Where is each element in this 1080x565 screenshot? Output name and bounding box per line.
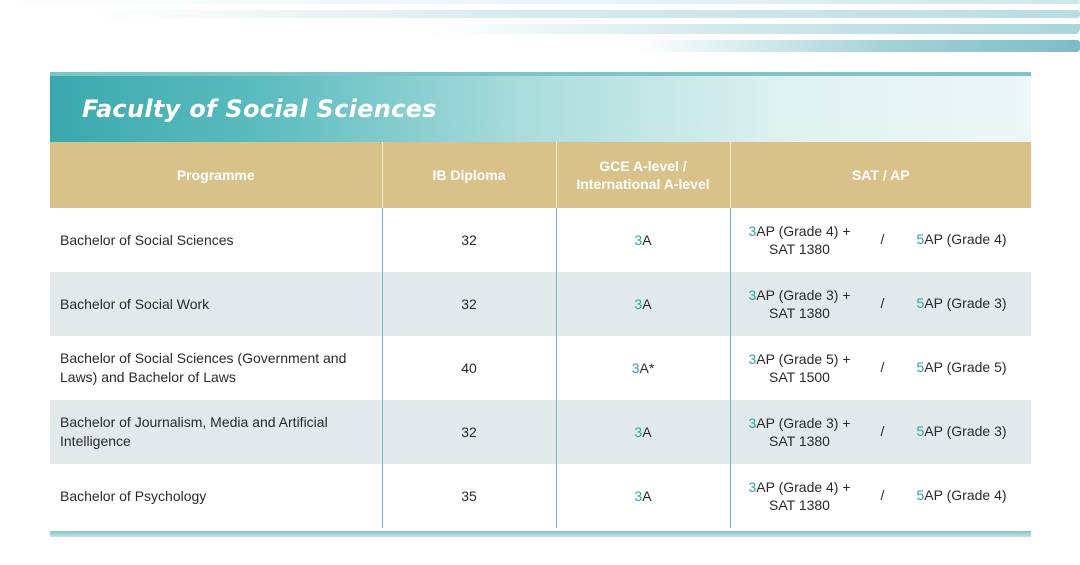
faculty-banner: Faculty of Social Sciences (50, 76, 1031, 142)
option-separator: / (880, 231, 885, 247)
ap-grade-text: AP (Grade 3) (924, 295, 1007, 311)
ap-grade-text: AP (Grade 3) (924, 423, 1007, 439)
header-programme: Programme (50, 142, 382, 208)
header-sat-ap: SAT / AP (729, 142, 1031, 208)
ap-only-option: 5AP (Grade 3) (917, 423, 1007, 439)
ap-count: 3 (748, 223, 757, 239)
ap-sat-option: 3AP (Grade 4) + SAT 1380 (731, 478, 869, 514)
gce-count: 3 (634, 232, 643, 248)
admission-requirements-panel: Faculty of Social Sciences Programme IB … (50, 72, 1031, 542)
gce-grade: A (642, 424, 652, 440)
sat-ap-requirement: 3AP (Grade 4) + SAT 1380 / 5AP (Grade 4) (729, 208, 1031, 272)
programme-name: Bachelor of Social Sciences (50, 208, 382, 272)
ap-count: 5 (916, 231, 925, 247)
option-separator: / (880, 423, 885, 439)
gce-requirement: 3A (555, 400, 730, 464)
faculty-title: Faculty of Social Sciences (82, 95, 437, 123)
sat-ap-requirement: 3AP (Grade 3) + SAT 1380 / 5AP (Grade 3) (729, 400, 1031, 464)
ap-sat-option: 3AP (Grade 3) + SAT 1380 (731, 414, 869, 450)
sat-ap-requirement: 3AP (Grade 4) + SAT 1380 / 5AP (Grade 4) (729, 464, 1031, 528)
decorative-header-streaks (0, 0, 1080, 70)
panel-top-line (50, 72, 1031, 76)
option-separator: / (880, 295, 885, 311)
programme-name: Bachelor of Social Sciences (Government … (50, 336, 382, 400)
header-ib-diploma: IB Diploma (381, 142, 556, 208)
ap-count: 3 (748, 415, 757, 431)
ap-only-option: 5AP (Grade 4) (917, 487, 1007, 503)
ap-sat-option: 3AP (Grade 4) + SAT 1380 (731, 222, 869, 258)
gce-grade: A (642, 488, 652, 504)
ap-grade-text: AP (Grade 3) + (756, 287, 851, 303)
ap-count: 3 (748, 287, 757, 303)
ap-grade-text: AP (Grade 4) + (756, 479, 851, 495)
sat-score: SAT 1500 (769, 369, 830, 385)
ap-count: 5 (916, 359, 925, 375)
ap-count: 5 (916, 487, 925, 503)
header-gce-a-level: GCE A-level / International A-level (555, 142, 730, 208)
decor-streak (640, 40, 1080, 52)
ap-sat-option: 3AP (Grade 3) + SAT 1380 (731, 286, 869, 322)
table-row: Bachelor of Journalism, Media and Artifi… (50, 400, 1031, 464)
ib-score: 40 (381, 336, 556, 400)
gce-requirement: 3A* (555, 336, 730, 400)
gce-requirement: 3A (555, 208, 730, 272)
ib-score: 32 (381, 272, 556, 336)
ap-grade-text: AP (Grade 4) (924, 487, 1007, 503)
sat-score: SAT 1380 (769, 305, 830, 321)
ap-count: 5 (916, 295, 925, 311)
table-row: Bachelor of Social Work 32 3A 3AP (Grade… (50, 272, 1031, 336)
gce-requirement: 3A (555, 272, 730, 336)
ap-grade-text: AP (Grade 4) (924, 231, 1007, 247)
gce-requirement: 3A (555, 464, 730, 528)
table-row: Bachelor of Social Sciences 32 3A 3AP (G… (50, 208, 1031, 272)
gce-count: 3 (634, 424, 643, 440)
decor-streak (0, 0, 1080, 4)
decor-streak (90, 10, 1080, 18)
sat-score: SAT 1380 (769, 497, 830, 513)
ap-only-option: 5AP (Grade 5) (917, 359, 1007, 375)
ap-grade-text: AP (Grade 5) (924, 359, 1007, 375)
sat-ap-requirement: 3AP (Grade 3) + SAT 1380 / 5AP (Grade 3) (729, 272, 1031, 336)
programme-name: Bachelor of Psychology (50, 464, 382, 528)
sat-score: SAT 1380 (769, 241, 830, 257)
option-separator: / (880, 487, 885, 503)
gce-count: 3 (631, 360, 640, 376)
ap-grade-text: AP (Grade 3) + (756, 415, 851, 431)
gce-count: 3 (634, 488, 643, 504)
ib-score: 32 (381, 208, 556, 272)
table-row: Bachelor of Social Sciences (Government … (50, 336, 1031, 400)
ap-count: 3 (748, 479, 757, 495)
programme-name: Bachelor of Journalism, Media and Artifi… (50, 400, 382, 464)
panel-bottom-line (50, 531, 1031, 537)
requirements-table: Programme IB Diploma GCE A-level / Inter… (50, 142, 1031, 528)
ap-grade-text: AP (Grade 5) + (756, 351, 851, 367)
ib-score: 35 (381, 464, 556, 528)
gce-grade: A* (639, 360, 655, 376)
decor-streak (418, 24, 1080, 34)
gce-grade: A (642, 296, 652, 312)
table-header-row: Programme IB Diploma GCE A-level / Inter… (50, 142, 1031, 208)
sat-score: SAT 1380 (769, 433, 830, 449)
ap-count: 3 (748, 351, 757, 367)
header-gce-line1: GCE A-level / (599, 158, 687, 174)
option-separator: / (880, 359, 885, 375)
ib-score: 32 (381, 400, 556, 464)
programme-name: Bachelor of Social Work (50, 272, 382, 336)
ap-sat-option: 3AP (Grade 5) + SAT 1500 (731, 350, 869, 386)
ap-only-option: 5AP (Grade 4) (917, 231, 1007, 247)
sat-ap-requirement: 3AP (Grade 5) + SAT 1500 / 5AP (Grade 5) (729, 336, 1031, 400)
ap-grade-text: AP (Grade 4) + (756, 223, 851, 239)
header-gce-line2: International A-level (576, 176, 710, 192)
ap-count: 5 (916, 423, 925, 439)
gce-grade: A (642, 232, 652, 248)
gce-count: 3 (634, 296, 643, 312)
table-row: Bachelor of Psychology 35 3A 3AP (Grade … (50, 464, 1031, 528)
ap-only-option: 5AP (Grade 3) (917, 295, 1007, 311)
